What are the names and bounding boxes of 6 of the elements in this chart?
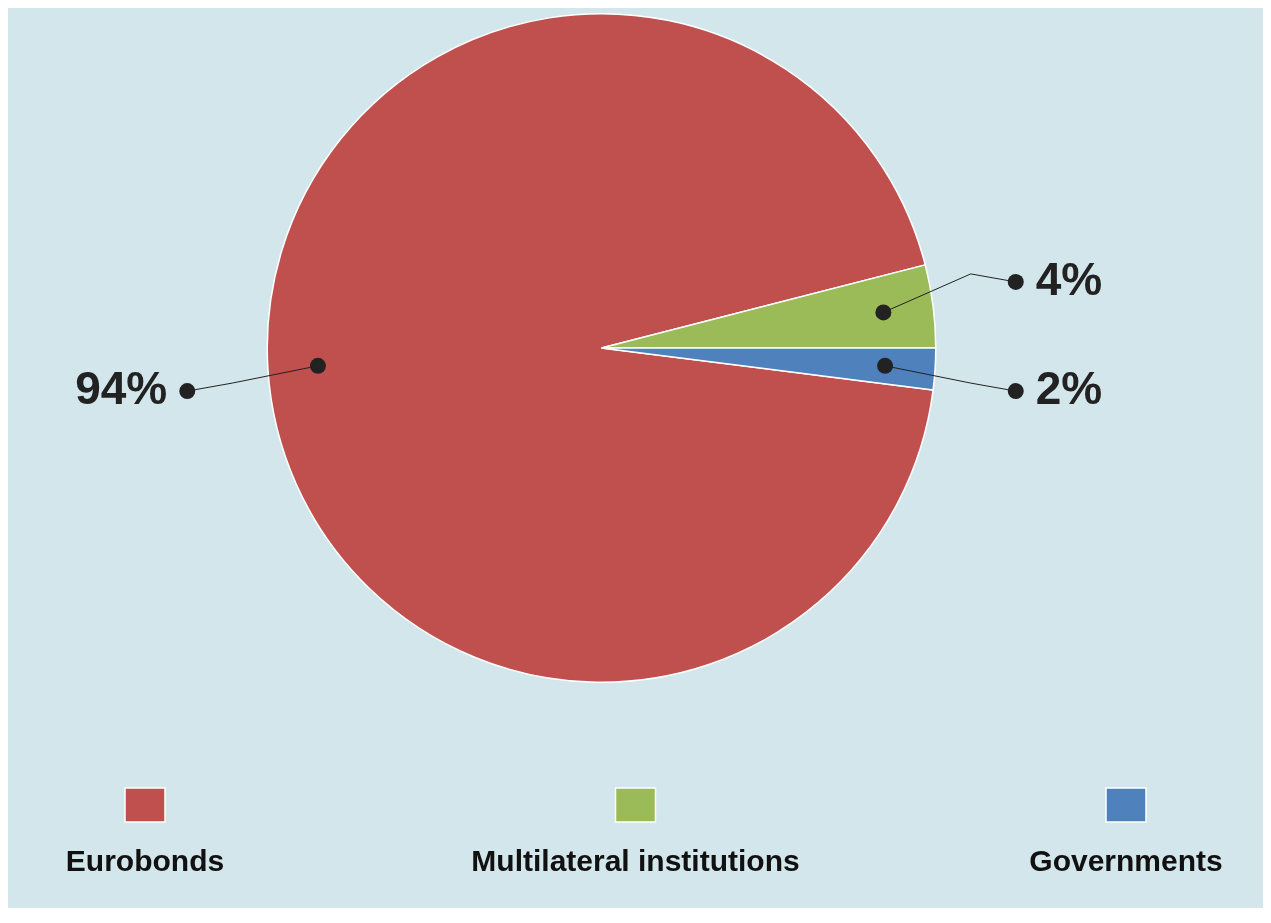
legend-label: Multilateral institutions — [471, 844, 800, 878]
data-label: 4% — [1035, 252, 1103, 305]
data-label: 2% — [1035, 361, 1103, 414]
legend-label: Eurobonds — [65, 844, 225, 878]
legend-label: Governments — [1029, 844, 1223, 878]
data-label: 94% — [75, 361, 168, 414]
